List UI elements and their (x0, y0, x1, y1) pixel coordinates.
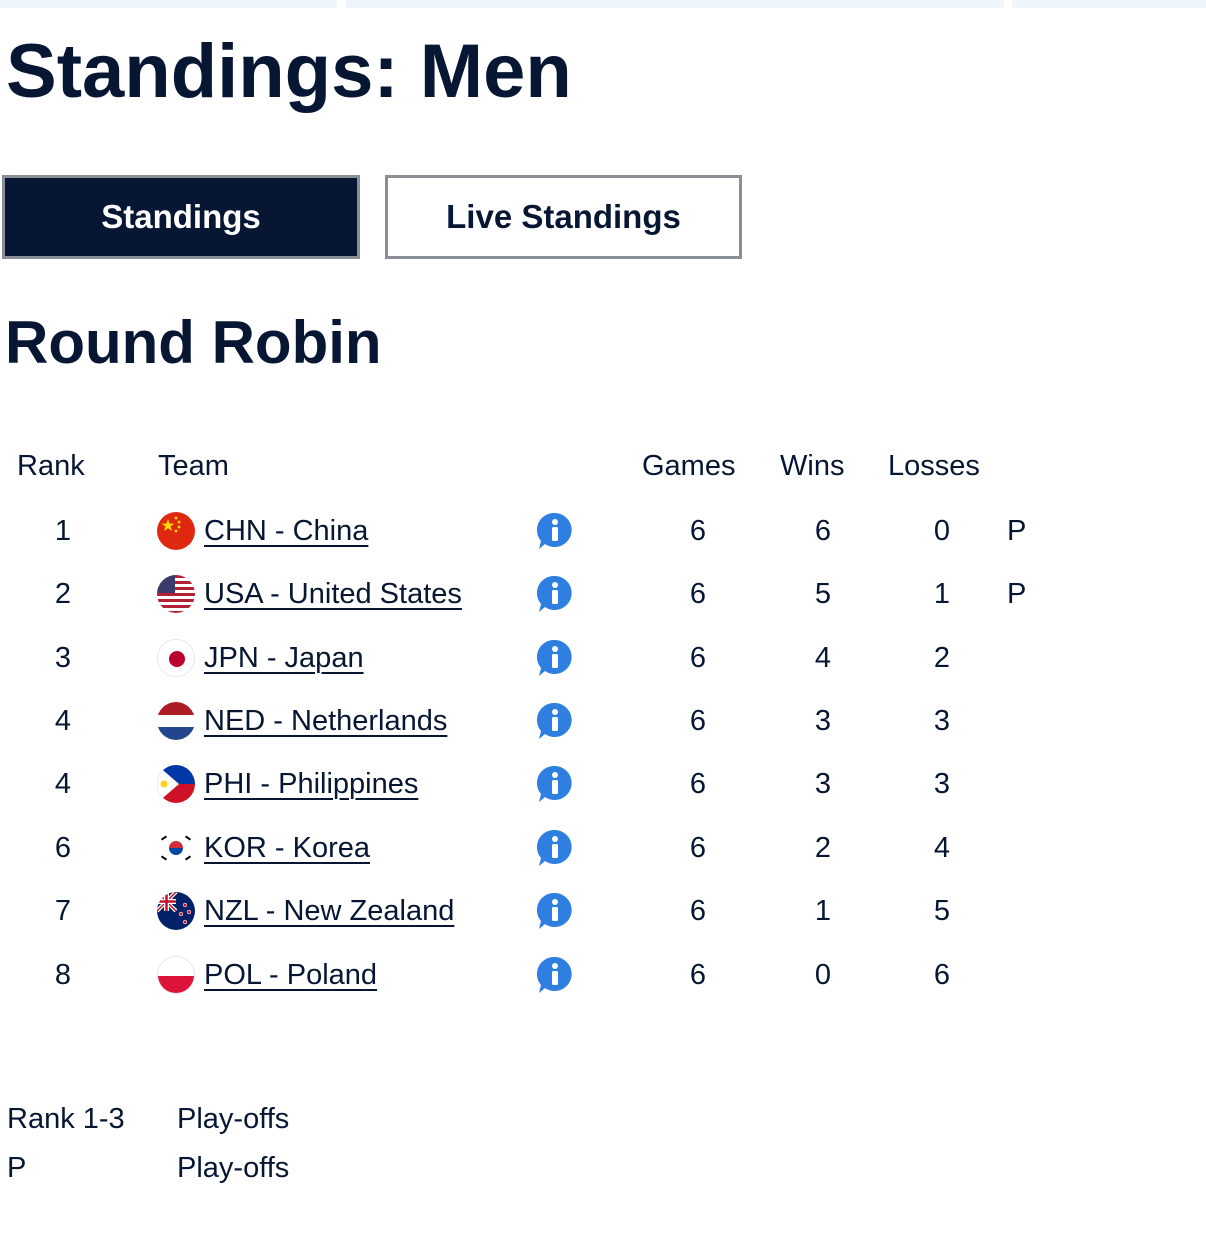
legend-value: Play-offs (177, 1103, 290, 1135)
column-header-games: Games (642, 450, 736, 482)
table-row: 3 JPN - Japan 6 4 2 (0, 626, 1206, 690)
column-header-losses: Losses (888, 450, 980, 482)
china-flag-icon (157, 512, 195, 550)
losses-value: 6 (933, 959, 951, 991)
table-row: 1 CHN - China 6 6 0 P (0, 499, 1206, 563)
wins-value: 4 (814, 642, 832, 674)
games-value: 6 (689, 959, 707, 991)
team-link[interactable]: PHI - Philippines (204, 768, 419, 800)
legend-key: Rank 1-3 (7, 1103, 125, 1135)
games-value: 6 (689, 832, 707, 864)
team-link[interactable]: JPN - Japan (204, 642, 364, 674)
info-icon[interactable] (535, 574, 575, 614)
rank-value: 3 (54, 642, 72, 674)
rank-value: 1 (54, 515, 72, 547)
top-nav-segment[interactable] (1012, 0, 1206, 8)
table-row: 7 NZL - New Zealand 6 1 5 (0, 879, 1206, 943)
losses-value: 4 (933, 832, 951, 864)
rank-value: 6 (54, 832, 72, 864)
info-icon[interactable] (535, 638, 575, 678)
top-nav-segment[interactable] (346, 0, 1004, 8)
philippines-flag-icon (157, 765, 195, 803)
rank-value: 4 (54, 768, 72, 800)
wins-value: 5 (814, 578, 832, 610)
top-nav-segment[interactable] (0, 0, 337, 8)
qualification-mark: P (1007, 578, 1027, 610)
team-link[interactable]: NED - Netherlands (204, 705, 448, 737)
rank-value: 7 (54, 895, 72, 927)
games-value: 6 (689, 578, 707, 610)
team-link[interactable]: POL - Poland (204, 959, 378, 991)
losses-value: 3 (933, 768, 951, 800)
tab-standings[interactable]: Standings (2, 175, 360, 259)
table-row: 4 NED - Netherlands 6 3 3 (0, 689, 1206, 753)
korea-flag-icon (157, 829, 195, 867)
qualification-mark: P (1007, 515, 1027, 547)
wins-value: 6 (814, 515, 832, 547)
page-title: Standings: Men (6, 29, 572, 114)
info-icon[interactable] (535, 891, 575, 931)
team-link[interactable]: KOR - Korea (204, 832, 370, 864)
table-row: 2 USA - United States 6 5 1 P (0, 562, 1206, 626)
wins-value: 3 (814, 768, 832, 800)
usa-flag-icon (157, 575, 195, 613)
games-value: 6 (689, 895, 707, 927)
games-value: 6 (689, 642, 707, 674)
losses-value: 5 (933, 895, 951, 927)
team-link[interactable]: USA - United States (204, 578, 462, 610)
wins-value: 3 (814, 705, 832, 737)
wins-value: 1 (814, 895, 832, 927)
wins-value: 0 (814, 959, 832, 991)
losses-value: 2 (933, 642, 951, 674)
column-header-team: Team (158, 450, 229, 482)
table-row: 8 POL - Poland 6 0 6 (0, 943, 1206, 1007)
column-header-wins: Wins (780, 450, 845, 482)
poland-flag-icon (157, 956, 195, 994)
column-header-rank: Rank (17, 450, 85, 482)
section-title: Round Robin (5, 309, 382, 376)
table-row: 4 PHI - Philippines 6 3 3 (0, 752, 1206, 816)
losses-value: 3 (933, 705, 951, 737)
info-icon[interactable] (535, 511, 575, 551)
legend-value: Play-offs (177, 1152, 290, 1184)
new-zealand-flag-icon (157, 892, 195, 930)
tab-live-standings[interactable]: Live Standings (385, 175, 742, 259)
team-link[interactable]: CHN - China (204, 515, 369, 547)
rank-value: 2 (54, 578, 72, 610)
info-icon[interactable] (535, 701, 575, 741)
japan-flag-icon (157, 639, 195, 677)
info-icon[interactable] (535, 955, 575, 995)
table-row: 6 KOR - Korea 6 2 4 (0, 816, 1206, 880)
top-nav-strip (0, 0, 1206, 10)
netherlands-flag-icon (157, 702, 195, 740)
wins-value: 2 (814, 832, 832, 864)
losses-value: 0 (933, 515, 951, 547)
team-link[interactable]: NZL - New Zealand (204, 895, 455, 927)
info-icon[interactable] (535, 764, 575, 804)
rank-value: 4 (54, 705, 72, 737)
rank-value: 8 (54, 959, 72, 991)
info-icon[interactable] (535, 828, 575, 868)
games-value: 6 (689, 515, 707, 547)
losses-value: 1 (933, 578, 951, 610)
legend-key: P (7, 1152, 27, 1184)
games-value: 6 (689, 768, 707, 800)
games-value: 6 (689, 705, 707, 737)
